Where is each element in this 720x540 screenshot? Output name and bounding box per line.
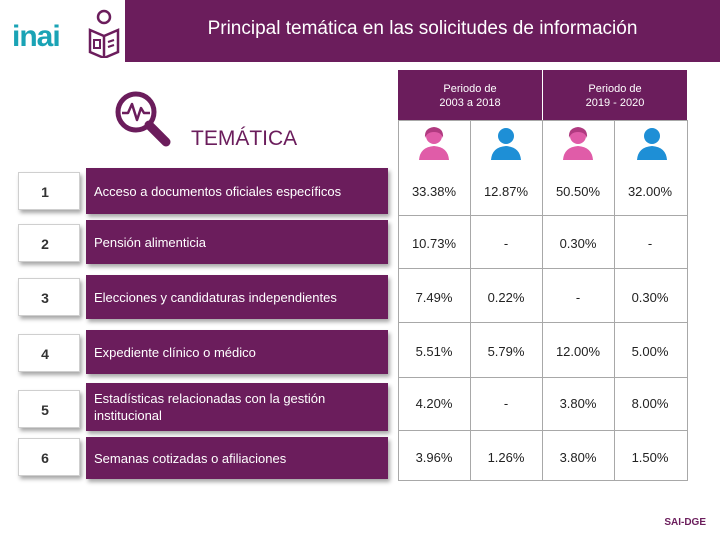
value-cell: 1.26% [487, 450, 525, 465]
logo-mark-icon [88, 9, 120, 58]
column-header-2019-2020: Periodo de 2019 - 2020 [543, 70, 687, 120]
value-cell: 5.00% [631, 344, 669, 359]
value-cell: 0.22% [487, 290, 525, 305]
row-label: Semanas cotizadas o afiliaciones [86, 437, 388, 479]
value-cell: 5.51% [415, 344, 453, 359]
row-number: 2 [18, 224, 80, 262]
column-header-line: Periodo de [443, 83, 497, 95]
value-cell: 50.50% [555, 184, 601, 199]
value-cell: - [575, 290, 581, 305]
value-cell: 0.30% [559, 236, 597, 251]
row-label: Pensión alimenticia [86, 220, 388, 264]
grid-line [398, 322, 688, 323]
row-number: 4 [18, 334, 80, 372]
male-person-icon [637, 128, 667, 160]
female-person-icon [419, 127, 449, 160]
grid-line [470, 120, 471, 480]
row-number: 1 [18, 172, 80, 210]
grid-line [398, 480, 688, 481]
male-person-icon [491, 128, 521, 160]
value-cell: 1.50% [631, 450, 669, 465]
value-cell: - [647, 236, 653, 251]
column-header-line: 2003 a 2018 [439, 97, 501, 109]
value-cell: 0.30% [631, 290, 669, 305]
value-cell: 3.96% [415, 450, 453, 465]
header-band: Principal temática en las solicitudes de… [125, 0, 720, 62]
logo-text: inai [12, 20, 61, 53]
female-person-icon [563, 127, 593, 160]
value-cell: 7.49% [415, 290, 453, 305]
value-cell: - [503, 236, 509, 251]
column-header-line: 2019 - 2020 [585, 97, 645, 109]
magnifier-chart-icon [115, 91, 171, 147]
grid-line [687, 120, 688, 480]
grid-line [398, 430, 688, 431]
value-cell: 12.00% [555, 344, 601, 359]
inai-logo: inai [12, 8, 120, 58]
grid-line [542, 120, 543, 480]
row-label: Acceso a documentos oficiales específico… [86, 168, 388, 214]
value-cell: 33.38% [411, 184, 457, 199]
grid-line [398, 120, 399, 480]
page-title: Principal temática en las solicitudes de… [207, 18, 638, 39]
grid-line [398, 268, 688, 269]
row-label: Estadísticas relacionadas con la gestión… [86, 383, 388, 431]
grid-line [398, 215, 688, 216]
row-number: 6 [18, 438, 80, 476]
row-label: Expediente clínico o médico [86, 330, 388, 374]
value-cell: - [503, 396, 509, 411]
value-cell: 10.73% [411, 236, 457, 251]
value-cell: 5.79% [487, 344, 525, 359]
footer-label: SAI-DGE [664, 517, 706, 528]
section-label: TEMÁTICA [191, 127, 298, 150]
grid-line [398, 120, 688, 121]
value-cell: 12.87% [483, 184, 529, 199]
value-cell: 8.00% [631, 396, 669, 411]
column-header-2003-2018: Periodo de 2003 a 2018 [398, 70, 542, 120]
value-cell: 3.80% [559, 450, 597, 465]
column-header-line: Periodo de [588, 83, 642, 95]
value-cell: 3.80% [559, 396, 597, 411]
row-number: 3 [18, 278, 80, 316]
value-cell: 4.20% [415, 396, 453, 411]
row-number: 5 [18, 390, 80, 428]
row-label: Elecciones y candidaturas independientes [86, 275, 388, 319]
value-cell: 32.00% [627, 184, 673, 199]
grid-line [614, 120, 615, 480]
grid-line [398, 377, 688, 378]
